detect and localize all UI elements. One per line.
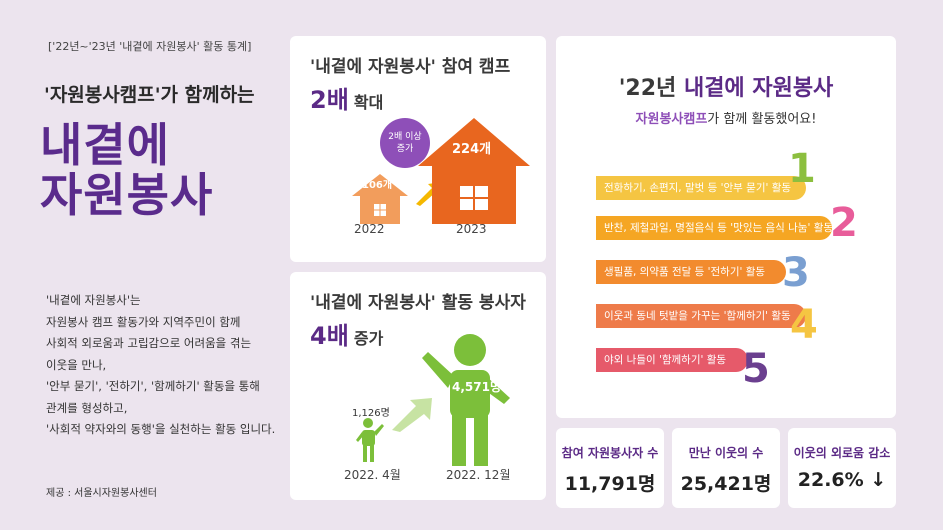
small-house-value: 106개 — [362, 180, 393, 191]
page-title-line2: 자원봉사 — [40, 168, 214, 222]
stat-label: 참여 자원봉사자 수 — [561, 446, 659, 460]
description-line: 사회적 외로움과 고립감으로 어려움을 겪는 — [46, 336, 252, 350]
source-credit: 제공 : 서울시자원봉사센터 — [46, 488, 157, 499]
small-house-icon — [352, 174, 408, 224]
activity-step-text: 이웃과 동네 텃밭을 가꾸는 '함께하기' 활동 — [604, 310, 791, 322]
activity-step-3: 생필품, 의약품 전달 등 '전하기' 활동 — [596, 260, 786, 284]
activity-step-text: 생필품, 의약품 전달 등 '전하기' 활동 — [604, 266, 766, 278]
small-year: 2022 — [354, 222, 385, 236]
camp-card-title: '내곁에 자원봉사' 참여 캠프 — [310, 57, 511, 77]
description-line: 이웃을 만나, — [46, 357, 107, 372]
volunteer-card-headline: 4배 증가 — [310, 316, 383, 351]
small-person-icon — [356, 418, 384, 462]
large-person-icon — [422, 334, 510, 466]
stat-label: 만난 이웃의 수 — [688, 446, 764, 460]
activity-step-5: 야외 나들이 '함께하기' 활동 — [596, 348, 748, 372]
page-subtitle: '자원봉사캠프'가 함께하는 — [44, 84, 255, 106]
stat-label: 이웃의 외로움 감소 — [793, 446, 891, 460]
activity-card: '22년 내곁에 자원봉사 자원봉사캠프가 함께 활동했어요! 전화하기, 손편… — [556, 36, 896, 418]
stat-value: 11,791명 — [564, 473, 656, 495]
activity-subtitle-strong: 자원봉사캠프 — [635, 112, 708, 127]
volunteer-card-suffix: 증가 — [353, 329, 384, 348]
badge-line1: 2배 이상 — [388, 132, 422, 142]
volunteer-card-big: 4배 — [310, 322, 349, 350]
camp-card-big: 2배 — [310, 86, 349, 114]
step-number-3: 3 — [782, 250, 810, 296]
activity-card-title: '22년 내곁에 자원봉사 — [556, 70, 896, 102]
description-line: '사회적 약자와의 동행'을 실천하는 활동 입니다. — [46, 422, 276, 436]
activity-card-subtitle: 자원봉사캠프가 함께 활동했어요! — [556, 108, 896, 127]
badge-line2: 증가 — [396, 144, 414, 154]
activity-step-1: 전화하기, 손편지, 말벗 등 '안부 묻기' 활동 — [596, 176, 806, 200]
step-number-4: 4 — [790, 302, 818, 348]
camp-card: '내곁에 자원봉사' 참여 캠프 2배 확대 2배 이상 증가 106개 224… — [290, 36, 546, 262]
volunteer-card-title: '내곁에 자원봉사' 활동 봉사자 — [310, 293, 526, 313]
large-house-icon — [418, 118, 530, 224]
small-volunteer-value: 1,126명 — [352, 408, 390, 419]
volunteer-card: '내곁에 자원봉사' 활동 봉사자 4배 증가 1,126명 4,571명 20… — [290, 272, 546, 500]
description-line: '내곁에 자원봉사'는 — [46, 293, 141, 307]
stat-value: 22.6% ↓ — [797, 469, 887, 491]
activity-subtitle-rest: 가 함께 활동했어요! — [707, 112, 817, 127]
description-line: '안부 묻기', '전하기', '함께하기' 활동을 통해 — [46, 379, 260, 393]
step-number-5: 5 — [742, 346, 770, 392]
camp-card-headline: 2배 확대 — [310, 80, 383, 115]
increase-badge: 2배 이상 증가 — [380, 118, 430, 168]
growth-arrow-icon — [392, 398, 432, 432]
description-line: 자원봉사 캠프 활동가와 지역주민이 함께 — [46, 314, 241, 329]
activity-step-4: 이웃과 동네 텃밭을 가꾸는 '함께하기' 활동 — [596, 304, 806, 328]
large-house-value: 224개 — [452, 142, 492, 157]
activity-step-text: 야외 나들이 '함께하기' 활동 — [604, 354, 727, 366]
description: '내곁에 자원봉사'는 자원봉사 캠프 활동가와 지역주민이 함께 사회적 외로… — [46, 290, 286, 441]
activity-title-rest: 내곁에 자원봉사 — [683, 76, 834, 101]
stat-volunteers: 참여 자원봉사자 수 11,791명 — [556, 428, 664, 508]
large-date: 2022. 12월 — [446, 468, 511, 482]
stats-period-note: ['22년~'23년 '내곁에 자원봉사' 활동 통계] — [48, 40, 252, 53]
activity-title-year: '22년 — [618, 76, 677, 101]
description-line: 관계를 형성하고, — [46, 400, 128, 415]
activity-step-2: 반찬, 제철과일, 명절음식 등 '맛있는 음식 나눔' 활동 — [596, 216, 834, 240]
page-title-line1: 내곁에 — [40, 118, 170, 172]
camp-card-suffix: 확대 — [353, 93, 384, 112]
activity-step-text: 전화하기, 손편지, 말벗 등 '안부 묻기' 활동 — [604, 182, 792, 194]
step-number-2: 2 — [830, 200, 858, 246]
stat-loneliness: 이웃의 외로움 감소 22.6% ↓ — [788, 428, 896, 508]
small-date: 2022. 4월 — [344, 468, 401, 482]
stat-value: 25,421명 — [680, 473, 772, 495]
large-year: 2023 — [456, 222, 487, 236]
step-number-1: 1 — [788, 146, 816, 192]
activity-step-text: 반찬, 제철과일, 명절음식 등 '맛있는 음식 나눔' 활동 — [604, 222, 834, 234]
large-volunteer-value: 4,571명 — [452, 380, 501, 394]
stat-neighbors: 만난 이웃의 수 25,421명 — [672, 428, 780, 508]
